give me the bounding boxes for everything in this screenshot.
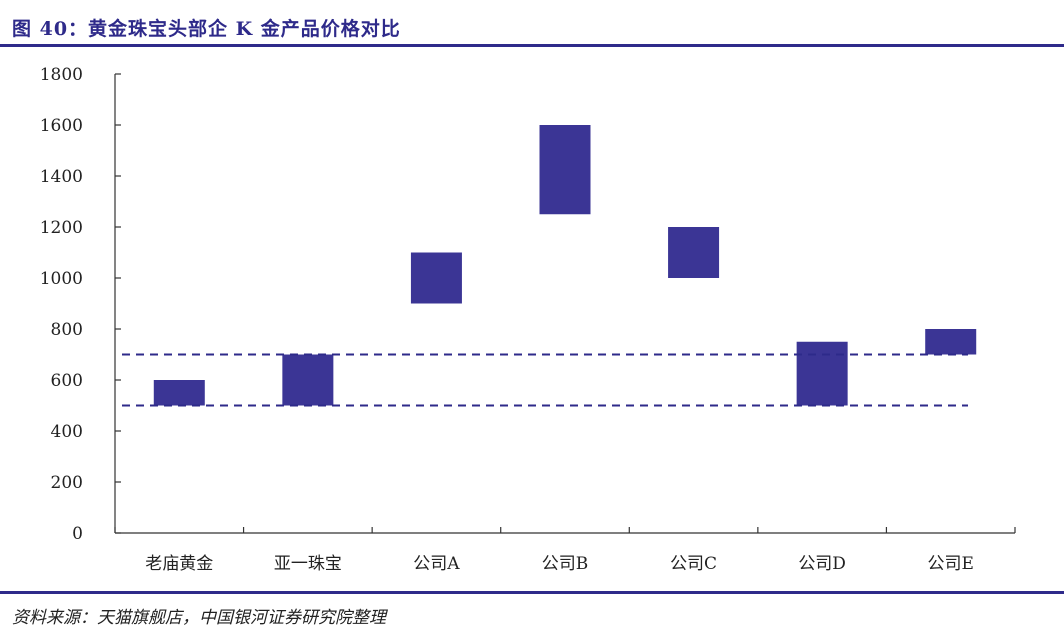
bar-series	[153, 125, 977, 406]
x-tick-label: 亚一珠宝	[274, 554, 342, 574]
reference-lines	[122, 353, 968, 407]
y-tick-label: 1200	[40, 218, 83, 238]
price-range-chart: 0 200 400 600 800 1000 1200 1400 1600 1800 老庙黄金 亚一…	[40, 65, 1016, 574]
y-tick-label: 800	[51, 320, 83, 340]
source-note: 资料来源：天猫旗舰店，中国银河证券研究院整理	[12, 608, 386, 628]
x-tick-label: 公司A	[413, 554, 460, 574]
y-axis: 0 200 400 600 800 1000 1200 1400 1600 1800	[40, 65, 121, 544]
range-bar	[153, 380, 205, 406]
x-axis: 老庙黄金 亚一珠宝 公司A 公司B 公司C 公司D 公司E	[114, 527, 1016, 574]
x-tick-label: 公司E	[928, 554, 974, 574]
y-tick-label: 0	[72, 524, 83, 544]
y-tick-label: 600	[51, 371, 83, 391]
figure-header: 图 40：黄金珠宝头部企 K 金产品价格对比	[0, 0, 1064, 46]
range-bar	[796, 341, 848, 406]
y-tick-label: 1400	[40, 167, 83, 187]
y-tick-label: 400	[51, 422, 83, 442]
range-bar	[282, 354, 334, 406]
bottom-rule	[0, 591, 1064, 594]
x-tick-label: 公司B	[542, 554, 589, 574]
figure-title: 图 40：黄金珠宝头部企 K 金产品价格对比	[12, 18, 401, 40]
top-rule	[0, 44, 1064, 47]
range-bar	[668, 227, 720, 278]
x-tick-label: 老庙黄金	[145, 554, 213, 574]
y-tick-label: 200	[51, 473, 83, 493]
y-tick-label: 1600	[40, 116, 83, 136]
range-bar	[410, 252, 462, 304]
x-tick-label: 公司D	[798, 554, 846, 574]
range-bar	[925, 329, 977, 355]
y-tick-label: 1000	[40, 269, 83, 289]
range-bar	[539, 125, 591, 215]
y-tick-label: 1800	[40, 65, 83, 85]
x-tick-label: 公司C	[670, 554, 717, 574]
